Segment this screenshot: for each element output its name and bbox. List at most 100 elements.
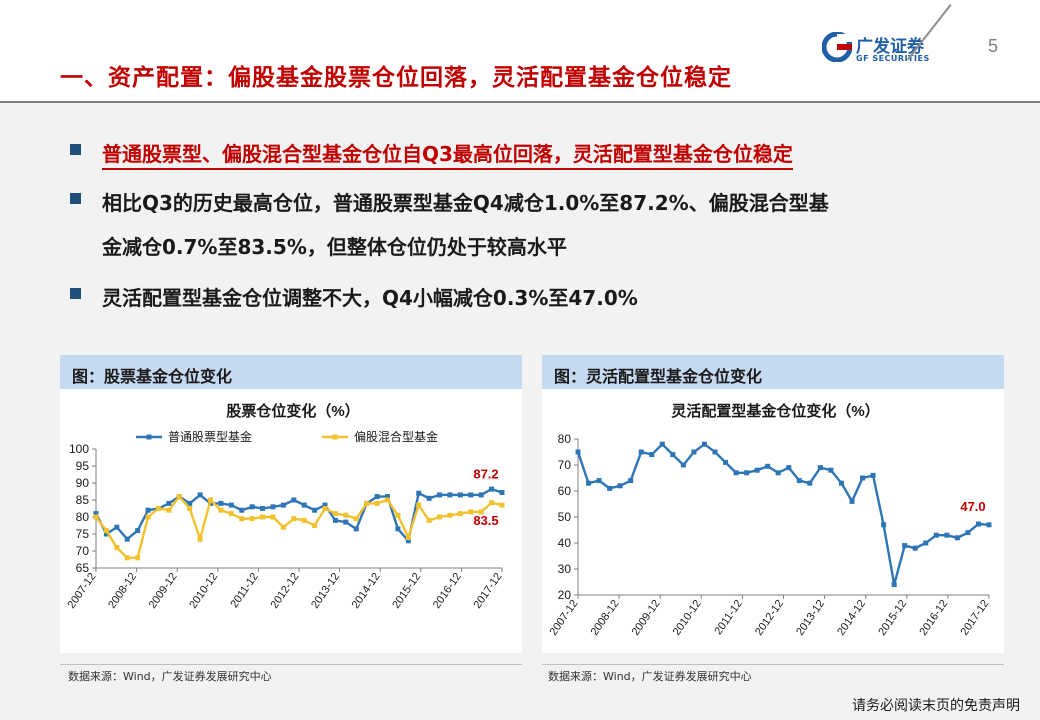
data-point [270,514,276,520]
slide-header: 一、资产配置：偏股基金股票仓位回落，灵活配置基金仓位稳定 广发证券 GF SEC… [0,0,1040,103]
slide-title: 一、资产配置：偏股基金股票仓位回落，灵活配置基金仓位稳定 [60,65,732,91]
x-tick-label: 2016-12 [431,571,464,611]
data-point [135,528,141,534]
x-tick-label: 2014-12 [835,598,868,638]
data-point [807,480,813,486]
data-point [881,522,887,528]
company-logo: 广发证券 GF SECURITIES [822,30,942,68]
logo-en-text: GF SECURITIES [856,54,930,63]
data-point [828,467,834,473]
data-point [343,512,349,518]
x-tick-label: 2014-12 [350,571,383,611]
data-point [260,506,266,511]
y-tick-label: 40 [558,536,572,550]
data-point [468,492,474,498]
data-point [343,519,349,525]
legend-label: 普通股票型基金 [168,429,252,444]
end-value-label: 47.0 [960,499,985,514]
stock-position-chart: 股票仓位变化（%） 65 70 75 80 85 90 95 100 2007-12 2008-12… [65,402,505,611]
x-tick-label: 2016-12 [917,598,950,638]
page-number: 5 [988,36,999,56]
x-tick-label: 2015-12 [876,598,909,638]
data-point [965,530,971,536]
data-point [457,492,463,498]
data-point [291,497,297,503]
data-point [680,462,686,468]
data-point [322,506,328,511]
data-point [384,497,390,503]
data-point [912,545,918,551]
data-point [301,502,307,508]
legend-label: 偏股混合型基金 [354,429,438,444]
data-point [765,463,771,469]
data-point [902,543,908,549]
data-point [93,511,99,517]
y-tick-label: 30 [558,562,572,576]
y-tick-label: 80 [76,510,90,524]
data-point [280,524,286,530]
series-line-1 [94,487,503,544]
data-point [249,504,255,510]
x-tick-label: 2013-12 [309,571,342,611]
y-tick-label: 80 [558,432,572,446]
data-point [723,459,729,465]
data-point [586,480,592,486]
data-point [187,506,193,511]
data-point [754,467,760,473]
data-point [312,523,318,528]
logo-cn-text: 广发证券 [856,37,924,57]
data-point [416,490,422,496]
data-point [395,526,401,532]
data-point [124,555,130,561]
data-point [280,502,286,508]
data-point [187,500,193,506]
data-point [332,517,338,523]
data-point [607,485,613,491]
left-source-rule [60,664,522,665]
data-point [301,517,307,523]
y-tick-label: 95 [76,459,90,473]
chart-title: 股票仓位变化（%） [226,402,359,420]
data-point [166,500,172,506]
data-point [437,492,443,498]
data-point [468,509,474,515]
right-source-text: 数据来源：Wind，广发证券发展研究中心 [548,670,752,683]
data-point [649,452,655,458]
data-point [218,500,224,506]
chart-title: 灵活配置型基金仓位变化（%） [671,402,879,420]
y-tick-label: 75 [76,527,90,541]
data-point [114,524,120,530]
bullet-2-text: 相比Q3的历史最高仓位，普通股票型基金Q4减仓1.0%至87.2%、偏股混合型基 [102,191,829,215]
data-point [353,516,359,522]
y-tick-label: 70 [558,458,572,472]
data-point [796,478,802,484]
x-tick-label: 2009-12 [147,571,180,611]
data-point [499,502,505,508]
x-tick-label: 2017-12 [471,571,504,611]
bullet-square-icon [70,288,81,299]
bullet-3-text: 灵活配置型基金仓位调整不大，Q4小幅减仓0.3%至47.0% [102,286,638,310]
data-point [395,512,401,518]
data-point [954,535,960,541]
data-point [596,478,602,484]
gf-logo-icon [822,32,852,62]
right-chart-area: 灵活配置型基金仓位变化（%） 20 30 40 50 60 70 80 2007-12 2008-… [542,389,1004,653]
data-point [817,465,823,471]
right-panel-title: 图：灵活配置型基金仓位变化 [554,367,763,386]
disclaimer-text: 请务必阅读末页的免责声明 [852,698,1020,714]
data-point [860,475,866,481]
y-tick-label: 50 [558,510,572,524]
left-chart-area: 股票仓位变化（%） 65 70 75 80 85 90 95 100 2007-12 2008-12… [60,389,522,653]
data-point [701,441,707,447]
y-tick-label: 85 [76,493,90,507]
data-point [499,490,505,496]
legend-marker [332,434,338,440]
data-point [870,472,876,478]
data-point [260,514,266,520]
data-point [775,470,781,476]
data-point [617,483,623,489]
data-point [312,507,318,513]
y-tick-label: 65 [76,561,90,575]
data-point [208,497,214,503]
data-point [638,449,644,455]
